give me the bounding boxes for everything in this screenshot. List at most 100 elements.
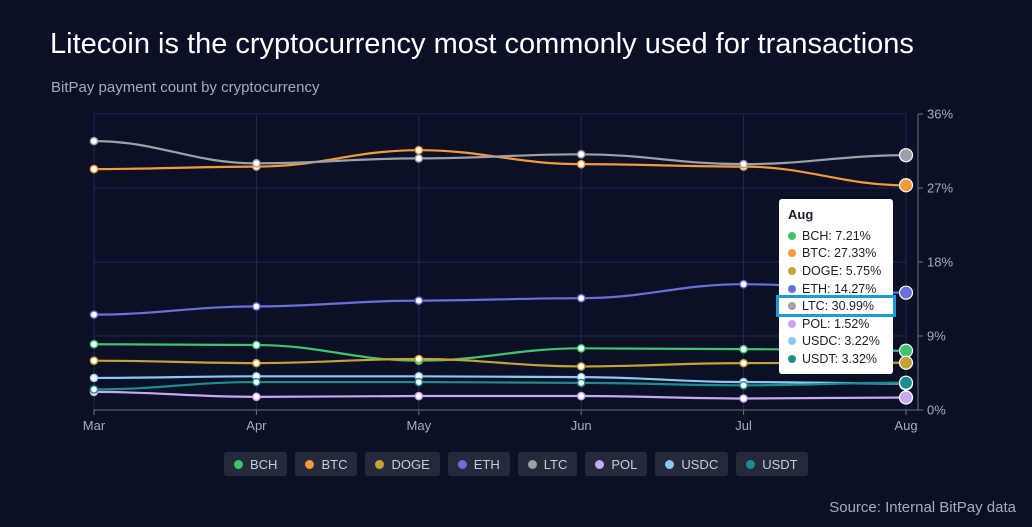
legend-item-ltc[interactable]: LTC (517, 452, 578, 476)
tooltip-row-doge: DOGE: 5.75% (779, 262, 893, 280)
legend-label: BCH (250, 456, 278, 472)
tooltip-swatch (788, 231, 796, 240)
series-line-usdt (93, 380, 907, 391)
data-point-bch[interactable] (89, 339, 99, 349)
series-line-ltc (93, 140, 907, 166)
legend-label: DOGE (391, 456, 430, 472)
data-point-eth[interactable] (576, 293, 586, 303)
data-point-ltc[interactable] (898, 148, 914, 163)
legend-item-eth[interactable]: ETH (447, 452, 510, 476)
x-tick-label: Mar (83, 418, 106, 433)
x-tick-label: Apr (246, 418, 267, 433)
data-point-bch[interactable] (739, 344, 748, 354)
tooltip-swatch (788, 319, 796, 328)
legend-swatch (234, 459, 243, 469)
legend-label: USDC (681, 456, 719, 472)
tooltip-value: USDC: 3.22% (802, 334, 880, 349)
data-point-usdt[interactable] (252, 377, 261, 387)
data-point-btc[interactable] (414, 145, 424, 155)
data-point-eth[interactable] (89, 310, 99, 319)
source-note: Source: Internal BitPay data (829, 499, 1016, 516)
series-line-pol (93, 390, 907, 400)
data-point-doge[interactable] (252, 358, 261, 368)
legend-label: ETH (473, 456, 500, 472)
legend-label: BTC (321, 456, 348, 472)
y-tick-label: 27% (927, 181, 953, 196)
tooltip-swatch (788, 284, 796, 293)
legend-swatch (595, 459, 605, 469)
data-point-pol[interactable] (898, 390, 914, 405)
legend-swatch (527, 459, 537, 469)
tooltip-swatch (788, 266, 796, 275)
tooltip-swatch (788, 337, 796, 346)
legend-item-usdt[interactable]: USDT (736, 452, 808, 476)
data-point-eth[interactable] (414, 296, 424, 305)
legend-swatch (375, 459, 385, 469)
data-point-ltc[interactable] (739, 159, 748, 169)
data-point-ltc[interactable] (576, 149, 586, 159)
series-line-eth (93, 283, 907, 316)
data-point-doge[interactable] (89, 356, 99, 365)
data-point-btc[interactable] (89, 164, 99, 174)
data-point-doge[interactable] (739, 358, 748, 368)
data-point-usdt[interactable] (739, 381, 748, 390)
data-point-doge[interactable] (576, 362, 586, 371)
data-point-usdt[interactable] (89, 385, 99, 394)
tooltip-swatch (788, 354, 796, 363)
tooltip-row-usdt: USDT: 3.32% (779, 350, 893, 368)
series-points (89, 136, 914, 405)
data-point-usdt[interactable] (414, 377, 424, 387)
data-point-btc[interactable] (898, 178, 914, 193)
legend-item-bch[interactable]: BCH (224, 452, 288, 476)
series-line-usdc (93, 375, 907, 385)
legend-item-pol[interactable]: POL (585, 452, 648, 476)
tooltip-row-btc: BTC: 27.33% (779, 245, 893, 263)
x-tick-label: Aug (894, 418, 917, 433)
legend-item-usdc[interactable]: USDC (655, 452, 729, 476)
data-point-doge[interactable] (414, 354, 424, 364)
data-point-eth[interactable] (739, 279, 748, 289)
data-point-bch[interactable] (898, 343, 914, 358)
data-point-bch[interactable] (576, 344, 586, 353)
data-point-ltc[interactable] (414, 154, 424, 163)
data-point-bch[interactable] (252, 340, 261, 350)
y-tick-label: 36% (927, 107, 953, 122)
tooltip-row-pol: POL: 1.52% (779, 315, 893, 333)
legend-swatch (457, 459, 467, 469)
data-point-pol[interactable] (576, 391, 586, 401)
data-point-pol[interactable] (739, 394, 748, 403)
data-point-pol[interactable] (252, 392, 261, 402)
legend: BCH BTC DOGE ETH LTC POL USDC USDT (224, 452, 808, 476)
legend-item-btc[interactable]: BTC (295, 452, 358, 476)
data-point-ltc[interactable] (252, 159, 261, 168)
tooltip-row-bch: BCH: 7.21% (779, 227, 893, 245)
y-tick-label: 0% (927, 403, 946, 418)
tooltip-row-usdc: USDC: 3.22% (779, 333, 893, 351)
legend-item-doge[interactable]: DOGE (365, 452, 440, 476)
tooltip-swatch (788, 302, 796, 311)
y-tick-label: 18% (927, 255, 953, 270)
data-point-usdc[interactable] (89, 373, 99, 383)
data-point-ltc[interactable] (89, 136, 99, 146)
data-point-btc[interactable] (576, 159, 586, 169)
axes: Mar Apr May Jun Jul Aug 0% 9% 18% 27% 36% (83, 107, 954, 434)
legend-swatch (665, 459, 675, 469)
tooltip-value: LTC: 30.99% (802, 299, 875, 314)
tooltip-row-ltc: LTC: 30.99% (776, 295, 896, 317)
data-point-pol[interactable] (414, 391, 424, 401)
x-tick-label: Jul (735, 418, 752, 433)
data-point-usdt[interactable] (576, 378, 586, 388)
tooltip-value: USDT: 3.32% (802, 351, 878, 366)
legend-swatch (746, 459, 756, 469)
legend-label: POL (611, 456, 638, 472)
hover-tooltip: Aug BCH: 7.21% BTC: 27.33% DOGE: 5.75% ETH:… (776, 199, 896, 374)
tooltip-value: BCH: 7.21% (802, 228, 871, 243)
tooltip-value: ETH: 14.27% (802, 281, 877, 296)
data-point-eth[interactable] (252, 302, 261, 311)
data-point-doge[interactable] (898, 355, 914, 370)
data-point-eth[interactable] (898, 285, 914, 300)
chart-subtitle: BitPay payment count by cryptocurrency (51, 79, 320, 96)
series-line-doge (93, 357, 907, 368)
data-point-usdt[interactable] (898, 375, 914, 390)
